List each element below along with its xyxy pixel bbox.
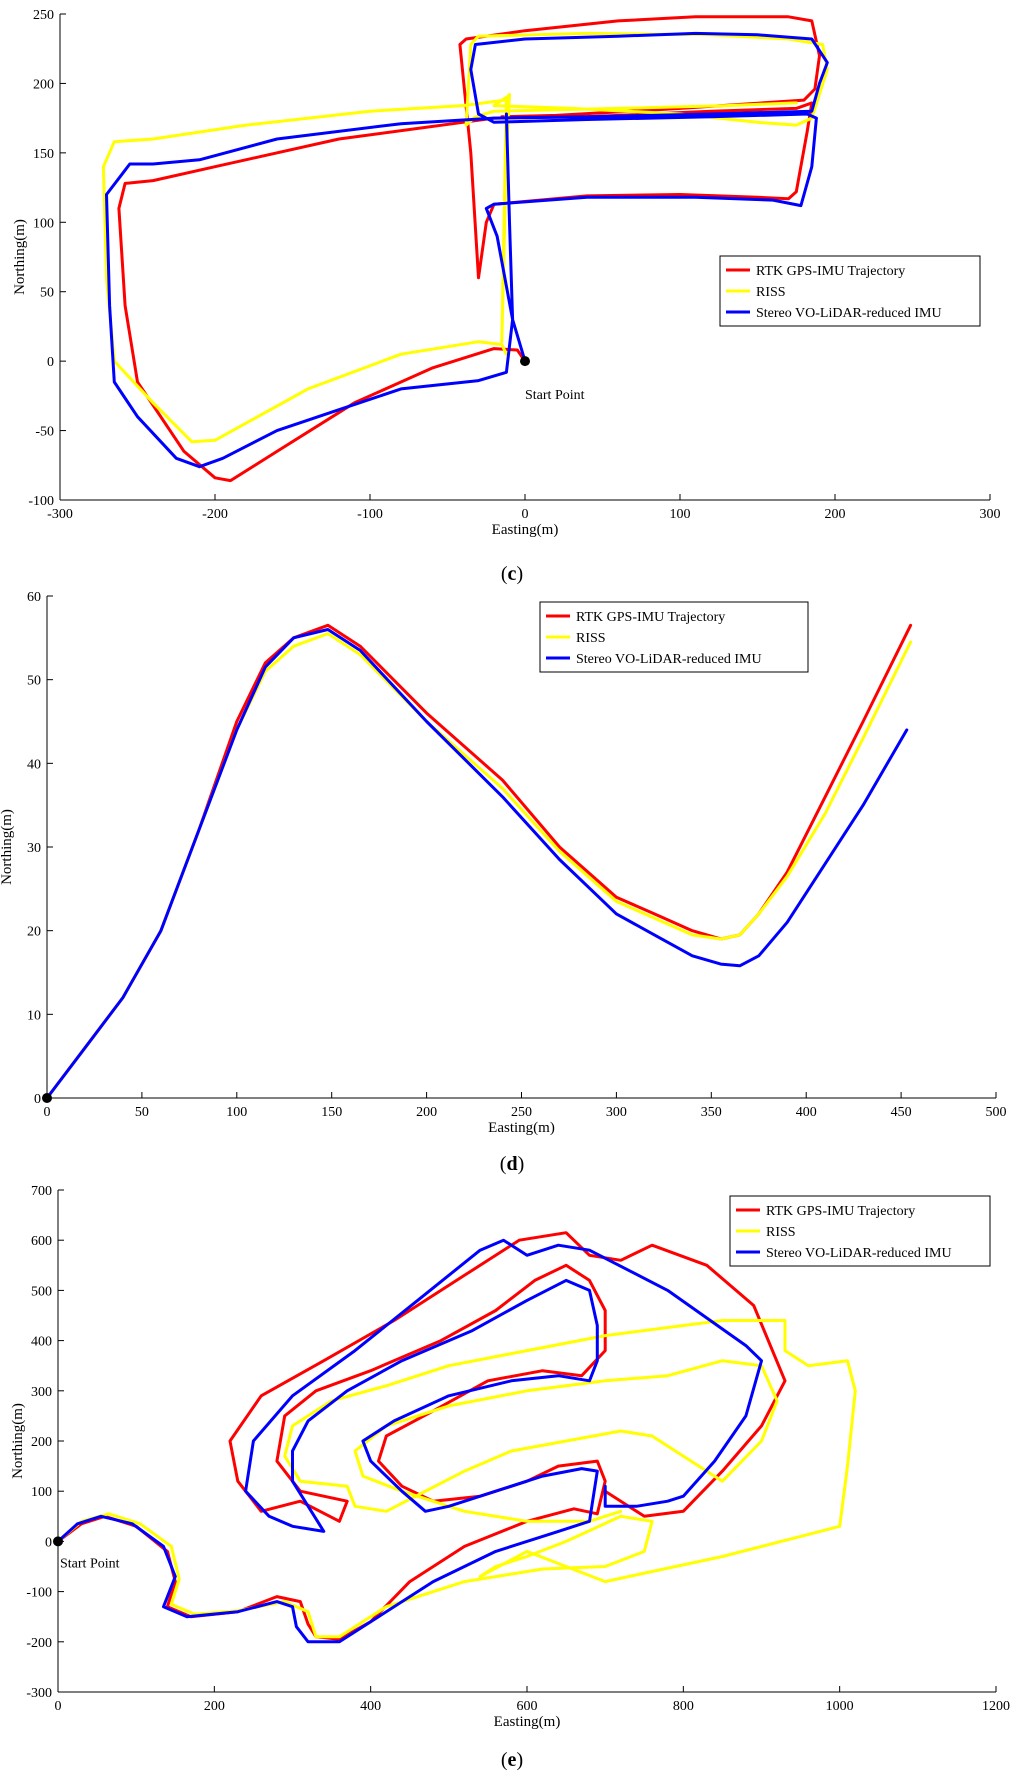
series-line-3: [56, 1238, 763, 1644]
x-tick-label: 250: [511, 1105, 532, 1120]
y-tick-label: 60: [27, 590, 41, 605]
caption-c-close: ): [516, 563, 523, 585]
caption-e-open: (: [501, 1749, 508, 1771]
x-tick-label: 300: [980, 507, 1001, 522]
x-axis-label: Easting(m): [492, 522, 559, 538]
x-tick-label: 200: [825, 507, 846, 522]
y-axis-label: Northing(m): [0, 809, 15, 885]
y-tick-label: -100: [26, 1586, 52, 1601]
x-tick-label: -100: [357, 507, 383, 522]
series-line-3: [45, 628, 909, 1100]
y-tick-label: -50: [35, 425, 54, 440]
y-tick-label: -100: [28, 494, 54, 509]
origin-marker: [42, 1093, 52, 1103]
caption-d: (d): [500, 1153, 524, 1175]
x-tick-label: 300: [606, 1105, 627, 1120]
x-tick-label: 400: [360, 1699, 381, 1714]
caption-d-close: ): [518, 1153, 525, 1175]
x-tick-label: 500: [986, 1105, 1007, 1120]
y-tick-label: 300: [31, 1385, 52, 1400]
y-tick-label: 50: [27, 674, 41, 689]
y-tick-label: 0: [45, 1535, 52, 1550]
y-tick-label: 20: [27, 925, 41, 940]
y-tick-label: 250: [33, 8, 54, 23]
legend-label-2: RISS: [756, 285, 786, 300]
caption-e-close: ): [516, 1749, 523, 1771]
series-line-3: [105, 31, 829, 469]
x-tick-label: 0: [44, 1105, 51, 1120]
y-tick-label: 10: [27, 1008, 41, 1023]
y-tick-label: 500: [31, 1284, 52, 1299]
legend-label-1: RTK GPS-IMU Trajectory: [766, 1204, 915, 1219]
x-tick-label: 200: [416, 1105, 437, 1120]
x-tick-label: 350: [701, 1105, 722, 1120]
caption-c-open: (: [501, 563, 508, 585]
x-tick-label: 100: [226, 1105, 247, 1120]
x-tick-label: 200: [204, 1699, 225, 1714]
y-tick-label: -300: [26, 1686, 52, 1701]
start-point-marker: [520, 356, 530, 367]
start-point-label: Start Point: [525, 388, 585, 403]
y-tick-label: 100: [33, 216, 54, 231]
y-tick-label: 200: [31, 1435, 52, 1450]
y-tick-label: 0: [47, 355, 54, 370]
legend-box: [719, 255, 981, 327]
legend-label-2: RISS: [766, 1225, 796, 1240]
legend-label-3: Stereo VO-LiDAR-reduced IMU: [756, 306, 942, 321]
chart-d: 0 50 100 150 200 250 300 350 400 450 500 0 10 20 30 40 5…: [0, 590, 1007, 1136]
y-tick-label: 50: [40, 286, 54, 301]
x-axis-label: Easting(m): [494, 1714, 561, 1730]
series-line-1: [117, 15, 821, 483]
x-tick-label: 1000: [826, 1699, 854, 1714]
y-tick-label: 400: [31, 1335, 52, 1350]
x-tick-label: 600: [517, 1699, 538, 1714]
y-axis-label: Northing(m): [12, 219, 28, 295]
y-axis-label: Northing(m): [10, 1403, 26, 1479]
y-tick-label: 0: [34, 1092, 41, 1107]
legend-box: [729, 1195, 991, 1267]
caption-d-letter: d: [506, 1153, 517, 1175]
legend-label-3: Stereo VO-LiDAR-reduced IMU: [576, 652, 762, 667]
legend-label-1: RTK GPS-IMU Trajectory: [756, 264, 905, 279]
y-tick-label: 40: [27, 757, 41, 772]
y-tick-label: 150: [33, 147, 54, 162]
x-tick-label: 0: [55, 1699, 62, 1714]
chart-c: -300 -200 -100 0 100 200 300 -100 -50 0 50 100 150 20…: [12, 8, 1001, 538]
caption-e: (e): [501, 1749, 523, 1771]
x-tick-label: -200: [202, 507, 228, 522]
x-tick-label: 1200: [982, 1699, 1010, 1714]
caption-d-open: (: [500, 1153, 507, 1175]
y-tick-label: 30: [27, 841, 41, 856]
x-tick-label: 50: [135, 1105, 149, 1120]
x-tick-label: 450: [891, 1105, 912, 1120]
y-tick-label: 100: [31, 1485, 52, 1500]
series-line-1: [56, 1231, 787, 1641]
y-tick-label: -200: [26, 1636, 52, 1651]
legend-label-3: Stereo VO-LiDAR-reduced IMU: [766, 1246, 952, 1261]
x-tick-label: 100: [670, 507, 691, 522]
x-tick-label: -300: [47, 507, 73, 522]
legend-label-2: RISS: [576, 631, 606, 646]
caption-c-letter: c: [508, 563, 517, 585]
x-tick-label: 150: [321, 1105, 342, 1120]
legend-label-1: RTK GPS-IMU Trajectory: [576, 610, 725, 625]
series-line-2: [101, 31, 829, 444]
legend-box: [539, 601, 809, 673]
start-point-marker: [53, 1536, 63, 1547]
x-axis-label: Easting(m): [488, 1120, 555, 1136]
y-tick-label: 700: [31, 1184, 52, 1199]
series-line-2: [56, 1319, 857, 1639]
x-tick-label: 400: [796, 1105, 817, 1120]
caption-c: (c): [501, 563, 523, 585]
y-tick-label: 600: [31, 1234, 52, 1249]
chart-e: 0 200 400 600 800 1000 1200 -300 -200 -100 0 100 200…: [10, 1184, 1010, 1730]
y-tick-label: 200: [33, 77, 54, 92]
caption-e-letter: e: [508, 1749, 517, 1771]
x-tick-label: 800: [673, 1699, 694, 1714]
x-tick-label: 0: [522, 507, 529, 522]
start-point-label: Start Point: [60, 1556, 120, 1571]
